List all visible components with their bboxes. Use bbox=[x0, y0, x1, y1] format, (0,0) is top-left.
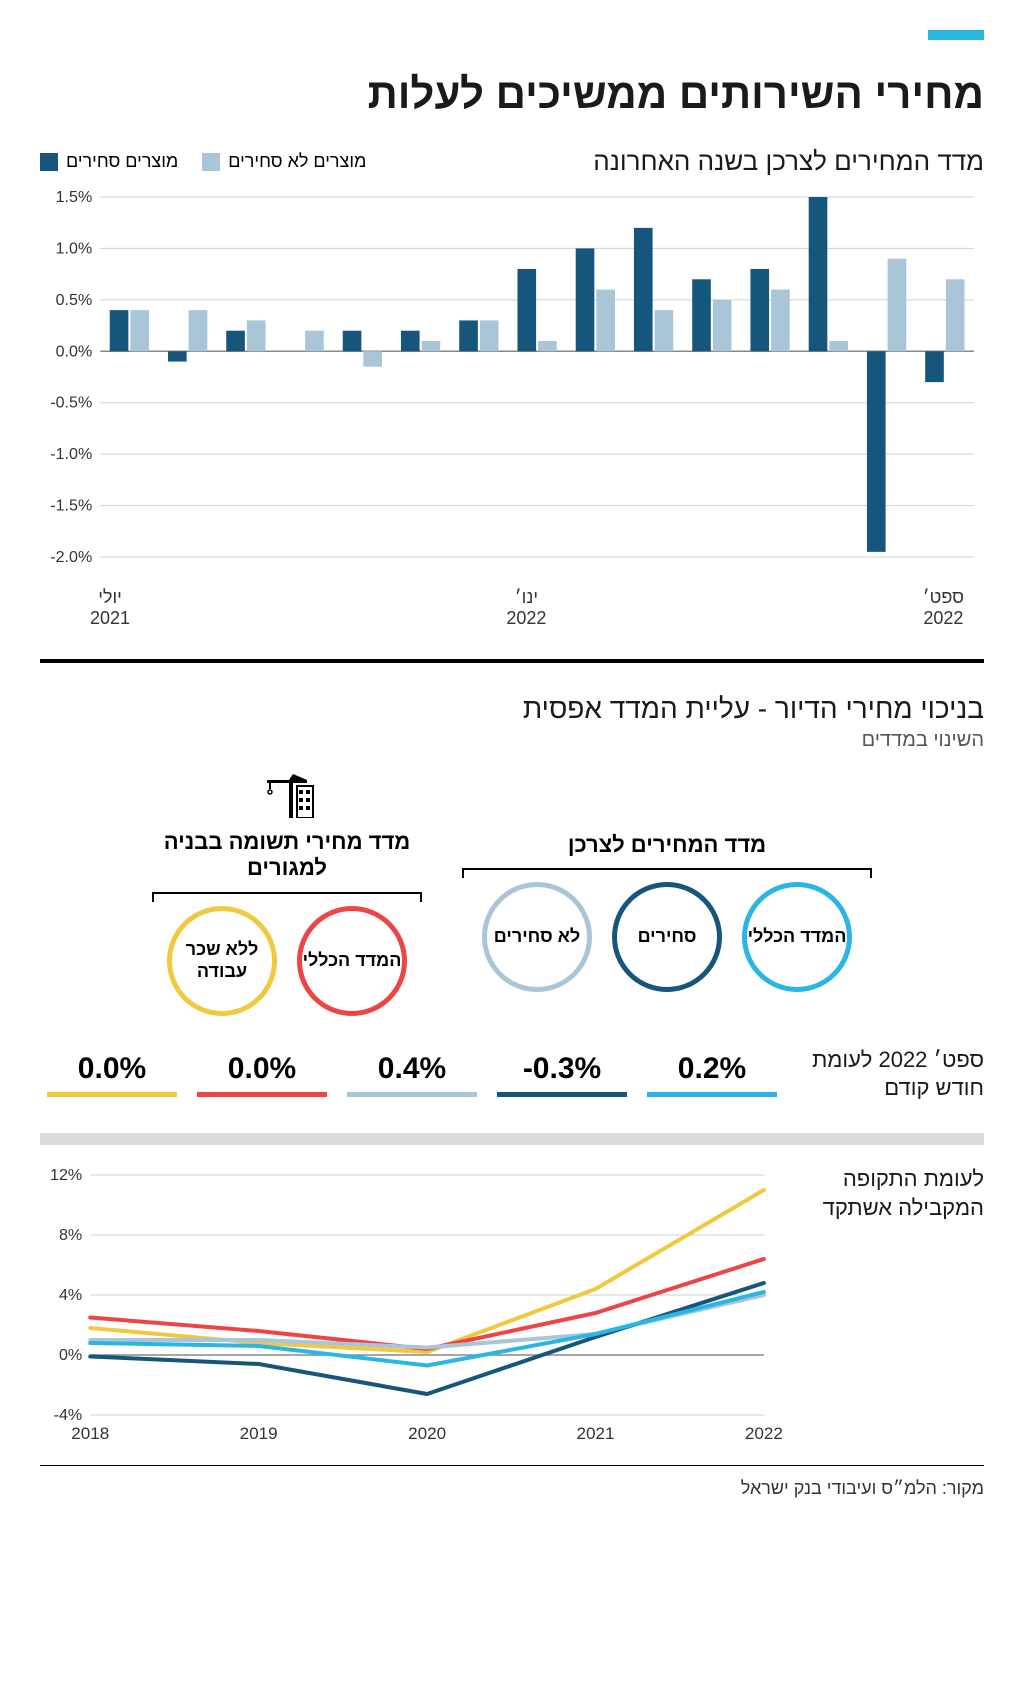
row2-label: לעומת התקופה המקבילה אשתקד bbox=[804, 1165, 984, 1222]
section2-subtitle: השינוי במדדים bbox=[523, 729, 984, 752]
section2-title: בניכוי מחירי הדיור - עליית המדד אפסית bbox=[523, 693, 984, 725]
svg-text:2019: 2019 bbox=[240, 1424, 278, 1443]
circle-tradable: סחירים bbox=[612, 882, 722, 992]
svg-text:2020: 2020 bbox=[408, 1424, 446, 1443]
legend-swatch-nontradable bbox=[202, 153, 220, 171]
svg-text:-0.5%: -0.5% bbox=[50, 394, 92, 412]
group-construction-title: מדד מחירי תשומה בבניה למגורים bbox=[152, 829, 422, 882]
svg-text:0%: 0% bbox=[59, 1346, 82, 1364]
chart1-subtitle: מדד המחירים לצרכן בשנה האחרונה bbox=[593, 146, 984, 177]
svg-text:1.0%: 1.0% bbox=[56, 239, 93, 257]
circle-nontradable: לא סחירים bbox=[482, 882, 592, 992]
value-cpi_general: 0.2% bbox=[647, 1052, 777, 1097]
line-chart: -4% 0% 4% 8% 12% 2018 2019 2020 2021 2022 bbox=[40, 1165, 784, 1445]
bar-x-axis: יולי2021ינו׳2022ספט׳2022 bbox=[40, 587, 984, 629]
legend-label-nontradable: מוצרים לא סחירים bbox=[228, 151, 366, 172]
svg-text:8%: 8% bbox=[59, 1226, 82, 1244]
category-headers: מדד מחירי תשומה בבניה למגורים ללא שכר עב… bbox=[40, 772, 984, 1016]
value-const_general: 0.0% bbox=[197, 1052, 327, 1097]
crane-icon bbox=[152, 772, 422, 823]
legend-swatch-tradable bbox=[40, 153, 58, 171]
svg-text:12%: 12% bbox=[50, 1166, 82, 1184]
svg-text:1.5%: 1.5% bbox=[56, 188, 93, 206]
chart1-legend: מוצרים סחירים מוצרים לא סחירים bbox=[40, 151, 366, 172]
bar-chart: -2.0% -1.5% -1.0% -0.5% 0.0% 0.5% 1.0% 1.5% bbox=[40, 187, 984, 567]
value-no_labor: 0.0% bbox=[47, 1052, 177, 1097]
circle-no_labor: ללא שכר עבודה bbox=[167, 906, 277, 1016]
svg-text:-4%: -4% bbox=[54, 1406, 83, 1424]
svg-text:2021: 2021 bbox=[576, 1424, 614, 1443]
svg-text:4%: 4% bbox=[59, 1286, 82, 1304]
value-tradable: -0.3% bbox=[497, 1052, 627, 1097]
svg-text:-1.0%: -1.0% bbox=[50, 445, 92, 463]
svg-text:2018: 2018 bbox=[71, 1424, 109, 1443]
divider bbox=[40, 659, 984, 663]
legend-label-tradable: מוצרים סחירים bbox=[66, 151, 178, 172]
accent-bar bbox=[928, 30, 984, 40]
footer-divider bbox=[40, 1465, 984, 1466]
svg-text:-1.5%: -1.5% bbox=[50, 497, 92, 515]
svg-text:0.5%: 0.5% bbox=[56, 291, 93, 309]
svg-text:0.0%: 0.0% bbox=[56, 342, 93, 360]
circle-cpi_general: המדד הכללי bbox=[742, 882, 852, 992]
value-nontradable: 0.4% bbox=[347, 1052, 477, 1097]
circle-const_general: המדד הכללי bbox=[297, 906, 407, 1016]
svg-text:2022: 2022 bbox=[745, 1424, 783, 1443]
separator-bar bbox=[40, 1133, 984, 1145]
source-text: מקור: הלמ״ס ועיבודי בנק ישראל bbox=[40, 1478, 984, 1499]
row1-label: ספט׳ 2022 לעומת חודש קודם bbox=[804, 1046, 984, 1103]
group-cpi-title: מדד המחירים לצרכן bbox=[462, 832, 872, 858]
main-title: מחירי השירותים ממשיכים לעלות bbox=[40, 70, 984, 118]
svg-text:-2.0%: -2.0% bbox=[50, 548, 92, 566]
